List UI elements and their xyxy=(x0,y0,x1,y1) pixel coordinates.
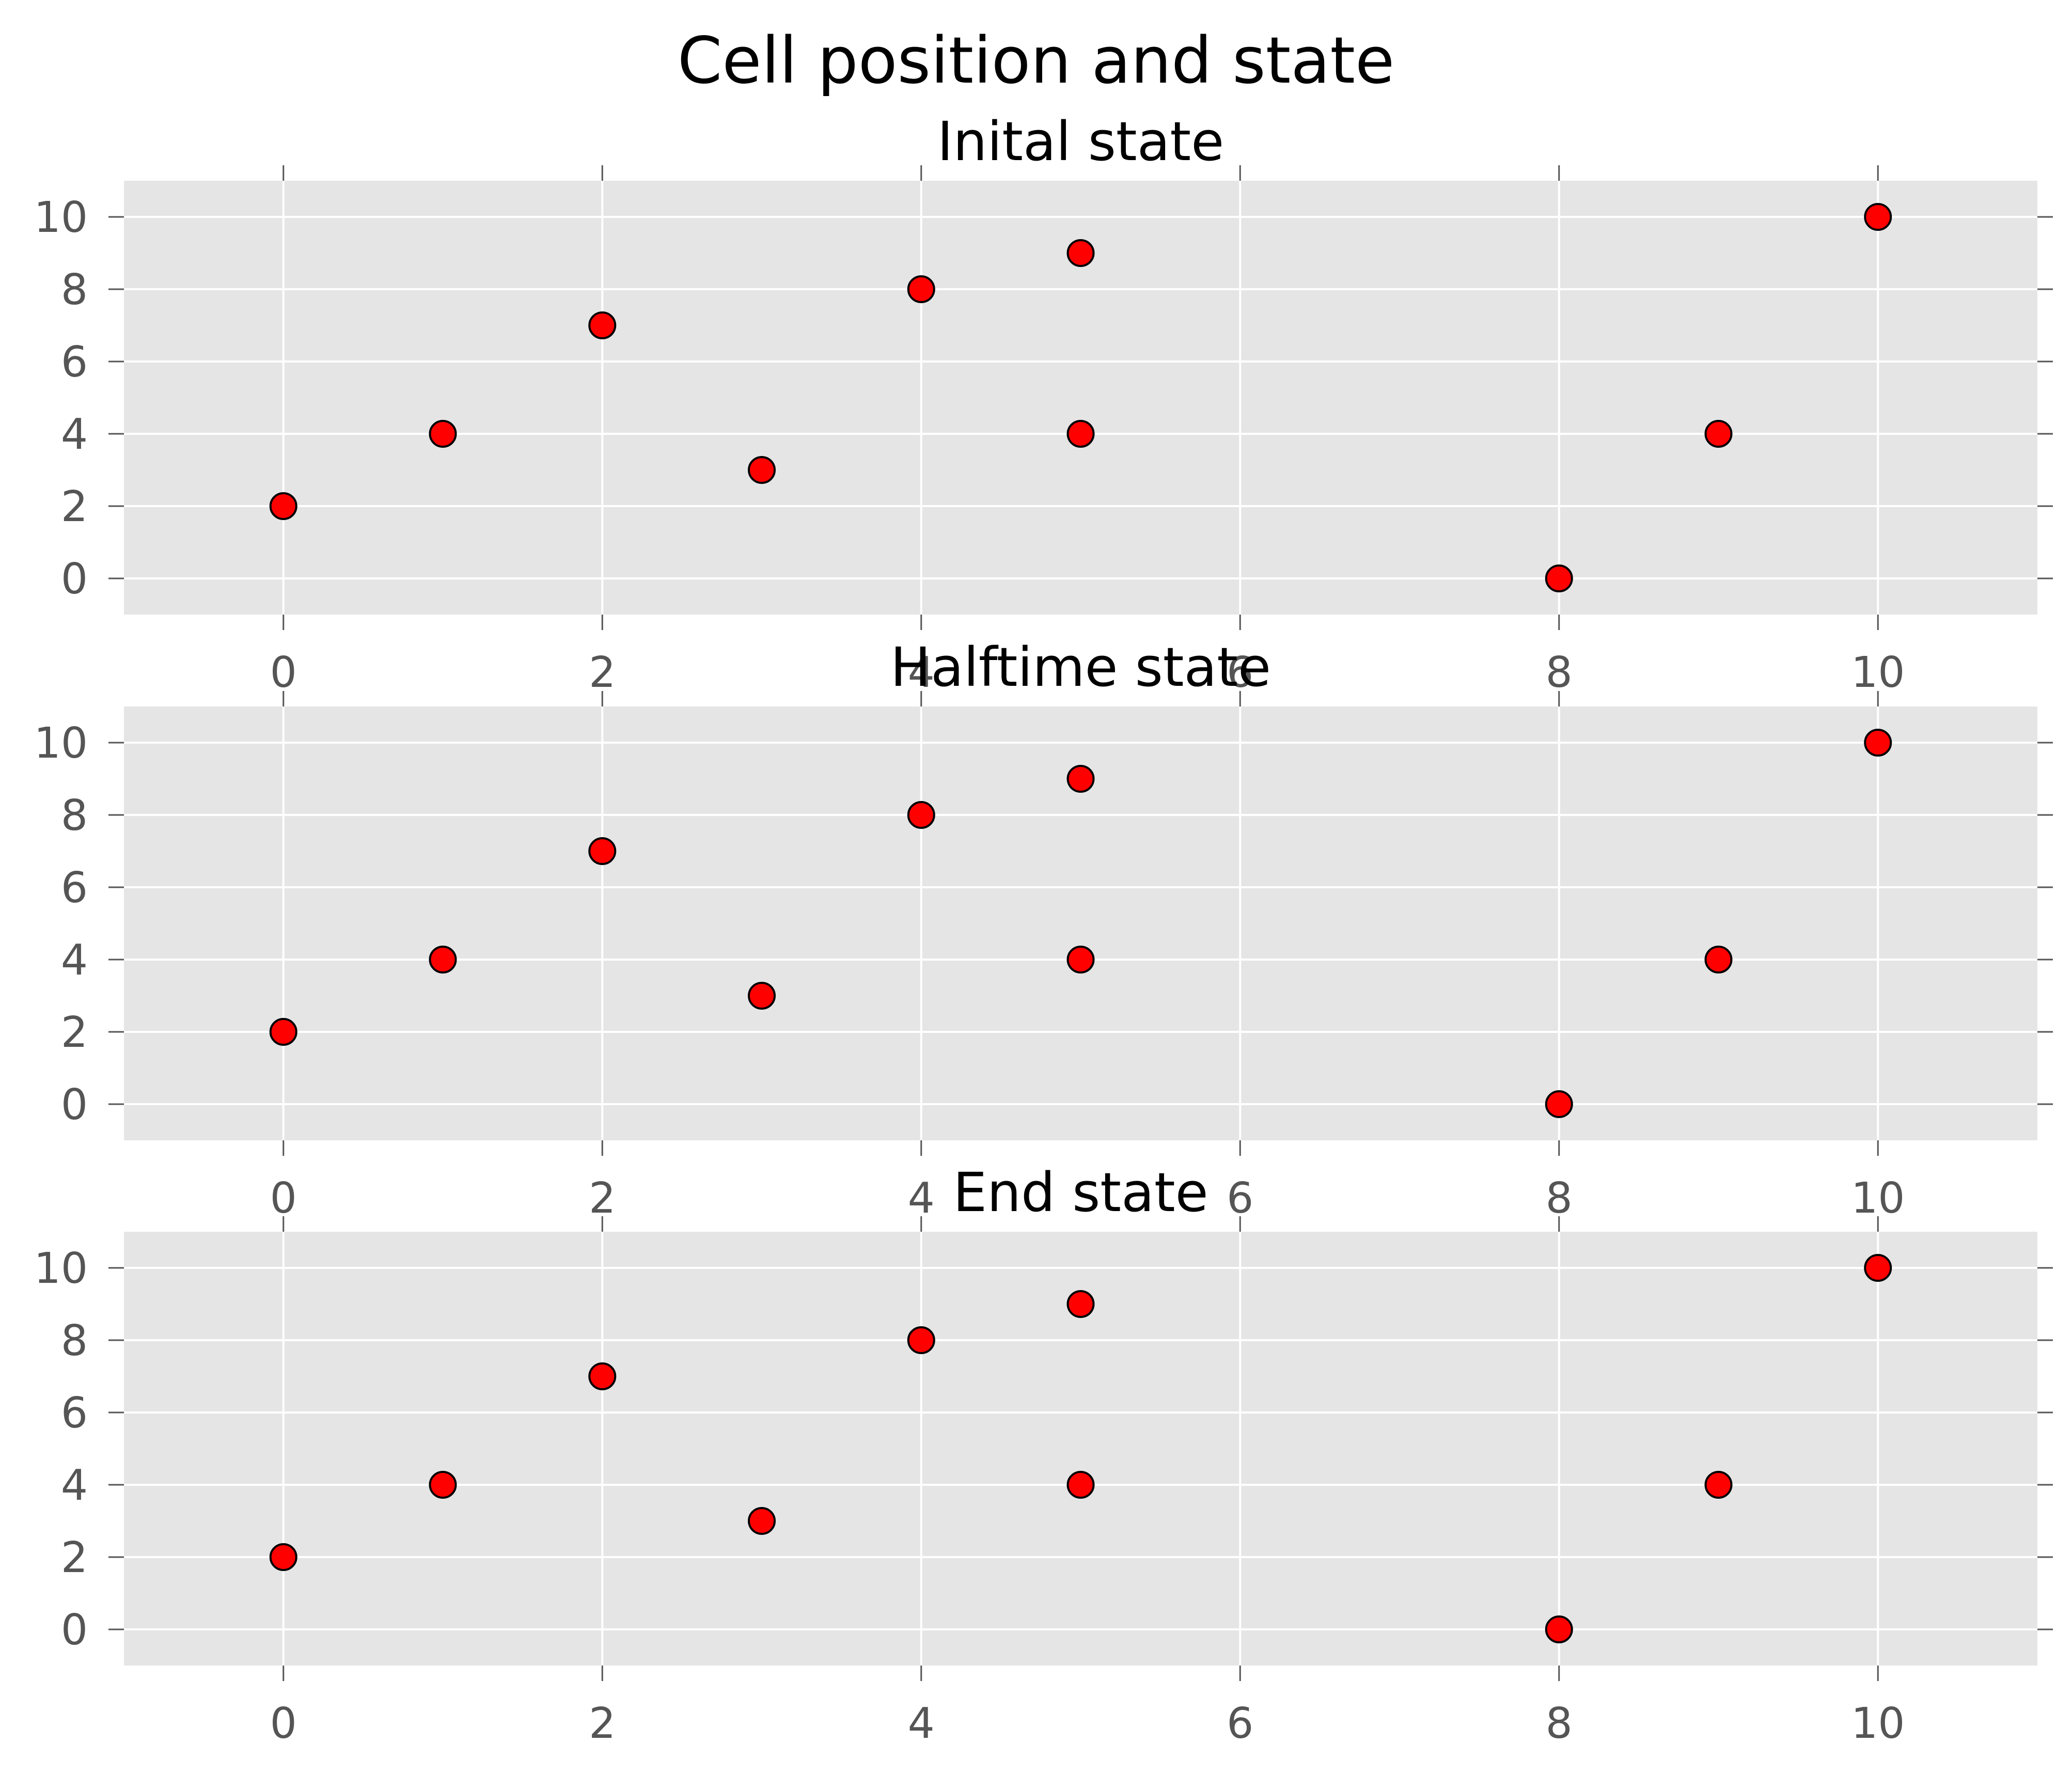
data-point xyxy=(1545,1615,1573,1643)
y-tick-label: 6 xyxy=(61,1389,88,1438)
data-point xyxy=(429,420,457,448)
y-tick-label: 8 xyxy=(61,791,88,840)
data-point xyxy=(1066,420,1095,448)
data-point xyxy=(748,982,776,1010)
x-tick-label: 8 xyxy=(1546,1699,1573,1748)
data-point xyxy=(1704,420,1733,448)
data-point xyxy=(1864,729,1892,757)
data-point xyxy=(588,837,617,865)
data-point xyxy=(269,1543,297,1571)
x-tick-label: 10 xyxy=(1851,1174,1905,1223)
data-point xyxy=(907,275,935,303)
subplot-1: Inital state 0 2 4 6 8 10 0 2 4 6 8 10 xyxy=(34,110,2053,697)
x-tick-label: 2 xyxy=(589,648,616,697)
subplot-3: End state 0 2 4 6 8 10 0 2 4 6 8 10 xyxy=(34,1161,2053,1748)
data-point xyxy=(907,1326,935,1354)
data-point xyxy=(1704,1471,1733,1499)
subplot-title: Inital state xyxy=(937,110,1224,173)
data-point xyxy=(1864,1254,1892,1282)
y-tick-label: 2 xyxy=(61,1008,88,1057)
x-tick-label: 0 xyxy=(270,1699,297,1748)
figure-title: Cell position and state xyxy=(678,24,1395,98)
data-point xyxy=(1066,946,1095,974)
data-point xyxy=(907,801,935,829)
data-point xyxy=(588,311,617,339)
subplot-2: Halftime state 0 2 4 6 8 10 0 2 4 6 8 10 xyxy=(34,636,2053,1223)
y-tick-label: 4 xyxy=(61,410,88,459)
data-point xyxy=(269,492,297,520)
data-point xyxy=(1066,1290,1095,1318)
y-tick-label: 8 xyxy=(61,265,88,315)
y-tick-label: 6 xyxy=(61,338,88,387)
y-tick-label: 0 xyxy=(61,1080,88,1129)
x-tick-label: 6 xyxy=(1227,1699,1253,1748)
y-tick-label: 0 xyxy=(61,1606,88,1655)
data-point xyxy=(588,1362,617,1390)
y-tick-label: 4 xyxy=(61,936,88,985)
x-tick-label: 6 xyxy=(1227,648,1253,697)
y-tick-label: 2 xyxy=(61,1533,88,1582)
data-point xyxy=(1545,564,1573,592)
y-tick-label: 10 xyxy=(34,1244,88,1293)
x-tick-label: 4 xyxy=(908,648,935,697)
y-tick-label: 0 xyxy=(61,555,88,604)
y-tick-label: 10 xyxy=(34,193,88,242)
x-tick-label: 4 xyxy=(908,1174,935,1223)
data-point xyxy=(429,946,457,974)
x-tick-label: 8 xyxy=(1546,1174,1573,1223)
y-tick-label: 6 xyxy=(61,864,88,913)
x-tick-label: 0 xyxy=(270,648,297,697)
data-point xyxy=(1545,1090,1573,1118)
x-tick-label: 4 xyxy=(908,1699,935,1748)
data-point xyxy=(748,1507,776,1535)
y-tick-label: 4 xyxy=(61,1461,88,1510)
data-point xyxy=(1704,946,1733,974)
x-tick-label: 10 xyxy=(1851,1699,1905,1748)
data-point xyxy=(1864,203,1892,231)
subplot-title: End state xyxy=(953,1161,1208,1224)
y-tick-label: 10 xyxy=(34,719,88,768)
data-point xyxy=(429,1471,457,1499)
data-point xyxy=(748,456,776,484)
y-tick-label: 8 xyxy=(61,1316,88,1365)
x-tick-label: 6 xyxy=(1227,1174,1253,1223)
data-point xyxy=(269,1018,297,1046)
x-tick-label: 10 xyxy=(1851,648,1905,697)
x-tick-label: 0 xyxy=(270,1174,297,1223)
data-point xyxy=(1066,765,1095,793)
x-tick-label: 2 xyxy=(589,1699,616,1748)
data-point xyxy=(1066,1471,1095,1499)
x-tick-label: 8 xyxy=(1546,648,1573,697)
subplot-title: Halftime state xyxy=(890,636,1271,699)
y-tick-label: 2 xyxy=(61,482,88,531)
data-point xyxy=(1066,239,1095,267)
x-tick-label: 2 xyxy=(589,1174,616,1223)
